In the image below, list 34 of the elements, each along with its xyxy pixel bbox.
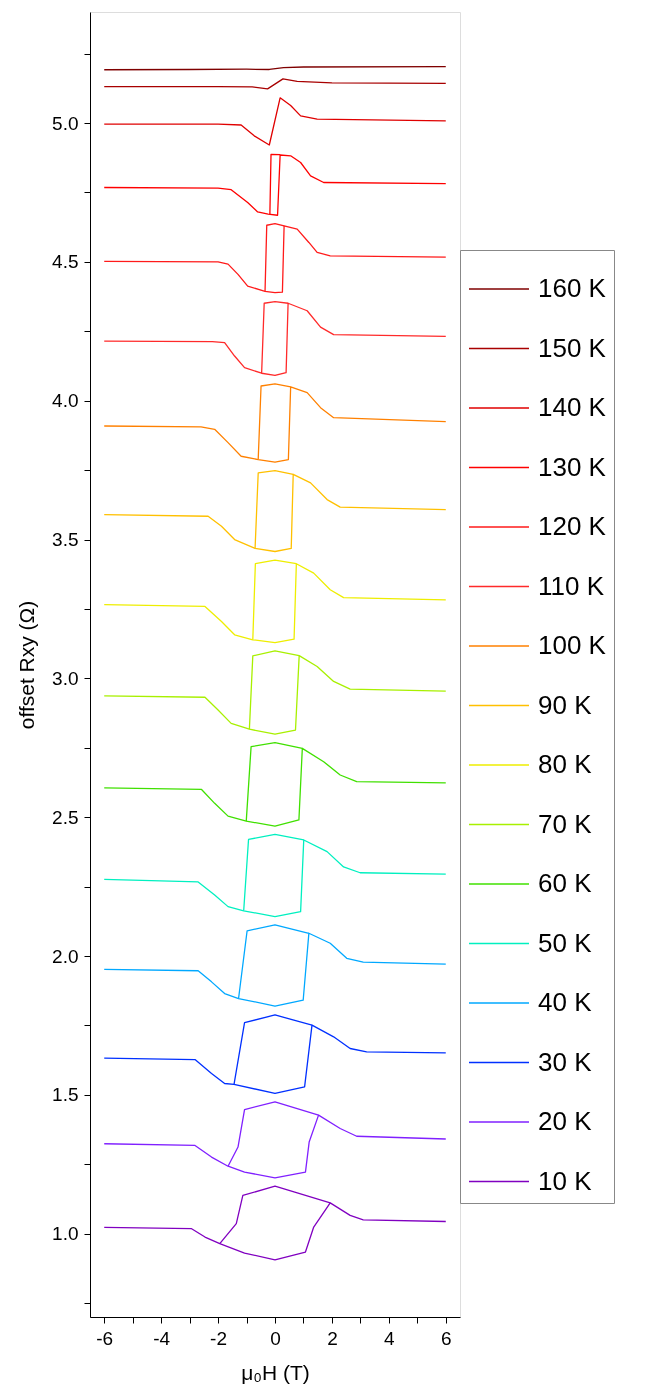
y-tick-label: 1.5 bbox=[52, 1084, 79, 1106]
legend-label: 100 K bbox=[538, 630, 607, 660]
y-tick-label: 4.0 bbox=[52, 390, 79, 412]
legend-label: 50 K bbox=[538, 927, 593, 958]
legend-label: 20 K bbox=[538, 1106, 593, 1136]
legend-label: 90 K bbox=[538, 689, 593, 720]
x-axis-title: μ₀H (T) bbox=[241, 1360, 310, 1384]
x-tick-label: 4 bbox=[384, 1327, 396, 1349]
legend-label: 10 K bbox=[538, 1165, 593, 1196]
legend-label: 70 K bbox=[538, 808, 593, 839]
y-tick-label: 3.5 bbox=[52, 529, 79, 551]
legend-label: 150 K bbox=[538, 332, 607, 363]
legend-label: 80 K bbox=[538, 749, 593, 779]
x-tick-label: 2 bbox=[327, 1327, 338, 1349]
y-axis-title: offset Rxy (Ω) bbox=[15, 600, 39, 730]
legend-label: 40 K bbox=[538, 987, 593, 1017]
legend-label: 60 K bbox=[538, 868, 593, 898]
x-tick-label: 6 bbox=[440, 1327, 452, 1349]
y-tick-label: 2.0 bbox=[52, 945, 79, 967]
legend-label: 30 K bbox=[538, 1046, 593, 1077]
legend-label: 110 K bbox=[538, 570, 605, 601]
y-tick-label: 4.5 bbox=[52, 251, 79, 273]
y-tick-label: 5.0 bbox=[52, 112, 79, 134]
legend-label: 160 K bbox=[538, 273, 607, 303]
x-tick-label: -6 bbox=[96, 1327, 114, 1349]
x-tick-label: 0 bbox=[270, 1327, 281, 1349]
y-tick-label: 2.5 bbox=[52, 806, 79, 828]
legend-label: 140 K bbox=[538, 392, 607, 422]
legend-label: 120 K bbox=[538, 511, 607, 541]
legend-label: 130 K bbox=[538, 451, 607, 482]
y-tick-label: 1.0 bbox=[52, 1223, 79, 1245]
y-tick-label: 3.0 bbox=[52, 667, 79, 689]
x-tick-label: -4 bbox=[153, 1327, 171, 1349]
x-tick-label: -2 bbox=[210, 1327, 228, 1349]
